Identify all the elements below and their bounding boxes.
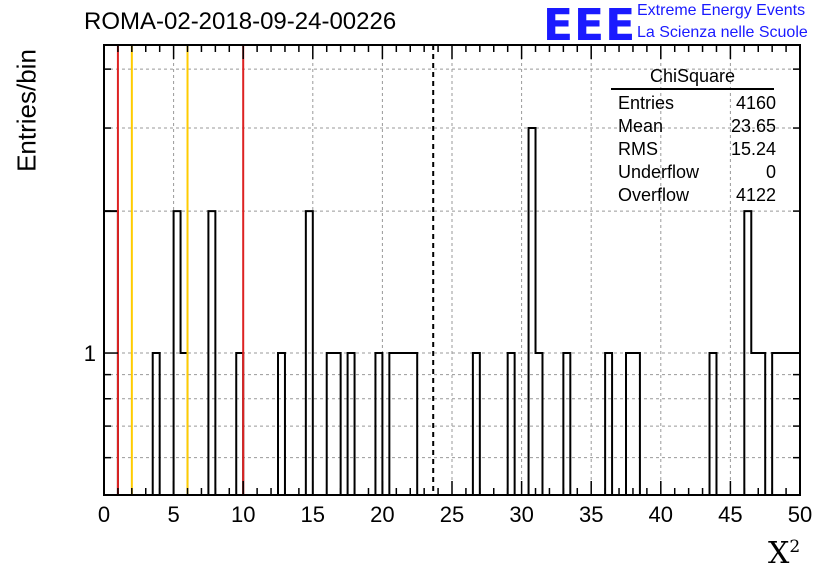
stats-row-underflow: Underflow 0	[611, 161, 776, 184]
stats-header: ChiSquare	[611, 66, 774, 90]
stats-value: 15.24	[730, 139, 776, 159]
x-axis-label: X2	[768, 536, 801, 571]
histogram-bin	[529, 128, 536, 495]
x-tick-label: 35	[579, 502, 603, 527]
y-tick-label: 1	[84, 341, 96, 366]
stats-value: 4160	[735, 93, 776, 113]
x-tick-label: 0	[98, 502, 110, 527]
stats-row-overflow: Overflow 4122	[611, 184, 776, 207]
x-tick-label: 20	[370, 502, 394, 527]
eee-logo: EEE	[543, 0, 637, 51]
stats-label: Underflow	[618, 162, 700, 182]
logo-line-2: La Scienza nelle Scuole	[637, 24, 808, 41]
stats-value: 0	[765, 162, 776, 182]
stats-label: Mean	[618, 116, 664, 136]
x-tick-label: 10	[231, 502, 255, 527]
stats-value: 4122	[735, 185, 776, 205]
x-tick-label: 40	[649, 502, 673, 527]
x-tick-label: 50	[788, 502, 812, 527]
x-tick-label: 45	[718, 502, 742, 527]
stats-box: ChiSquare Entries 4160 Mean 23.65 RMS 15.24…	[611, 66, 781, 207]
x-tick-label: 25	[440, 502, 464, 527]
x-tick-label: 5	[167, 502, 179, 527]
stats-row-entries: Entries 4160	[611, 92, 776, 115]
x-tick-label: 30	[509, 502, 533, 527]
stats-label: RMS	[618, 139, 658, 159]
chart-title: ROMA-02-2018-09-24-00226	[84, 8, 397, 35]
stats-value: 23.65	[730, 116, 776, 136]
logo-line-1: Extreme Energy Events	[637, 2, 806, 19]
stats-row-rms: RMS 15.24	[611, 138, 776, 161]
stats-label: Entries	[618, 93, 675, 113]
y-axis-label: Entries/bin	[11, 49, 42, 172]
x-tick-label: 15	[301, 502, 325, 527]
stats-row-mean: Mean 23.65	[611, 115, 776, 138]
stats-label: Overflow	[618, 185, 690, 205]
